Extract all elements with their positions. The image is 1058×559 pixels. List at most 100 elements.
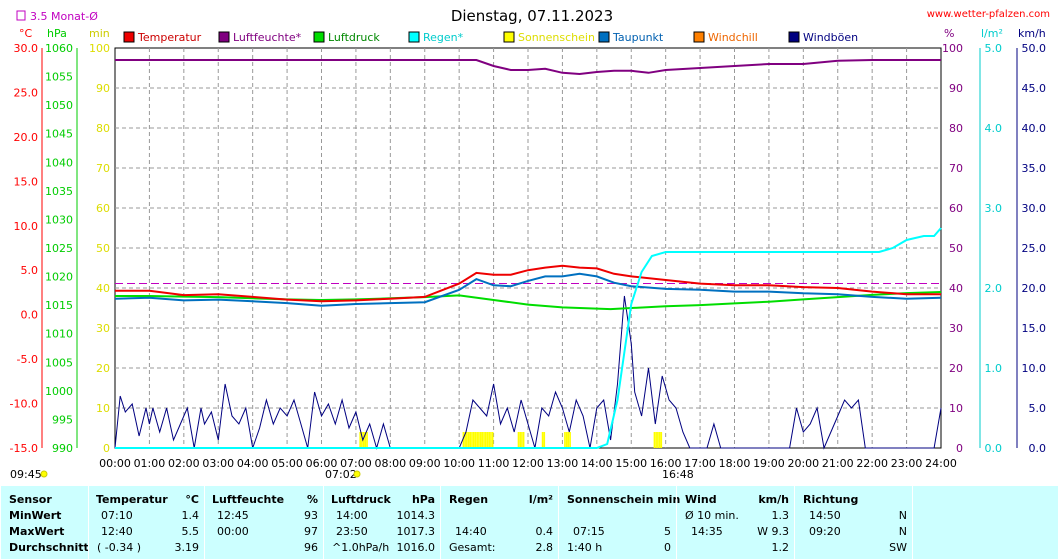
temp-tick: 5.0 bbox=[21, 264, 39, 277]
wind-header: Wind bbox=[685, 493, 717, 506]
sunshine-bar bbox=[491, 432, 494, 448]
press-header: Luftdruck bbox=[331, 493, 391, 506]
label-min: MinWert bbox=[9, 509, 62, 522]
legend-swatch bbox=[123, 31, 135, 43]
temp-tick: -15.0 bbox=[10, 442, 38, 455]
legend-label: Regen* bbox=[423, 31, 464, 44]
legend-label: Luftfeuchte* bbox=[233, 31, 302, 44]
rain-total-label: Gesamt: bbox=[449, 541, 496, 554]
min-tick: 40 bbox=[96, 282, 110, 295]
pct-tick: 90 bbox=[949, 82, 963, 95]
sunshine-bar bbox=[471, 432, 473, 448]
sunrise-label: 07:02 bbox=[325, 468, 357, 481]
pct-tick: 100 bbox=[942, 42, 963, 55]
sunshine-bar bbox=[543, 432, 546, 448]
x-tick-label: 04:00 bbox=[237, 457, 269, 470]
dir-max-time: 09:20 bbox=[809, 525, 841, 538]
wind-tick: 25.0 bbox=[1022, 242, 1047, 255]
x-tick-label: 14:00 bbox=[581, 457, 613, 470]
chart-title: Dienstag, 07.11.2023 bbox=[451, 7, 613, 25]
series-line bbox=[115, 264, 941, 303]
sunshine-bar bbox=[474, 432, 477, 448]
pct-tick: 10 bbox=[949, 402, 963, 415]
sunshine-bar bbox=[541, 432, 544, 448]
temp-tick: 20.0 bbox=[14, 131, 39, 144]
sun-header: Sonnenschein min bbox=[567, 493, 681, 506]
x-tick-label: 17:00 bbox=[684, 457, 716, 470]
dir-avg-val: SW bbox=[889, 541, 907, 554]
dir-min-val: N bbox=[898, 509, 907, 522]
rain-max-time: 14:40 bbox=[455, 525, 487, 538]
press-tick: 990 bbox=[52, 442, 73, 455]
stats-table: Sensor MinWert MaxWert Durchschnitt Temp… bbox=[0, 486, 1058, 559]
rain-total-val: 2.8 bbox=[535, 541, 554, 554]
col-direction: Richtung 14:50 N 09:20 N SW bbox=[794, 486, 913, 559]
pct-tick: 80 bbox=[949, 122, 963, 135]
sunshine-bar bbox=[366, 432, 368, 448]
sunshine-bar bbox=[486, 432, 489, 448]
sunshine-bar bbox=[522, 432, 525, 448]
sunshine-bar bbox=[655, 432, 657, 448]
temp-tick: 15.0 bbox=[14, 175, 39, 188]
sunshine-bar bbox=[565, 432, 568, 448]
legend-swatch bbox=[598, 31, 610, 43]
x-tick-label: 01:00 bbox=[134, 457, 166, 470]
temp-max-time: 12:40 bbox=[101, 525, 133, 538]
pct-unit: % bbox=[944, 27, 954, 40]
wind-max-time: 14:35 bbox=[691, 525, 723, 538]
pct-tick: 60 bbox=[949, 202, 963, 215]
dir-header: Richtung bbox=[803, 493, 859, 506]
col-rain: Regen l/m² 14:40 0.4 Gesamt: 2.8 bbox=[440, 486, 559, 559]
wind-unit: km/h bbox=[1018, 27, 1046, 40]
sunshine-bar bbox=[519, 432, 521, 448]
min-tick: 70 bbox=[96, 162, 110, 175]
wind-avg-val: 1.2 bbox=[771, 541, 790, 554]
temp-min-val: 1.4 bbox=[181, 509, 200, 522]
site-label: www.wetter-pfalzen.com bbox=[927, 9, 1050, 20]
col-temperature: Temperatur °C 07:10 1.4 12:40 5.5 ( -0.3… bbox=[88, 486, 205, 559]
sun-marker-left bbox=[40, 470, 48, 478]
legend-swatch bbox=[408, 31, 420, 43]
sunshine-bar bbox=[564, 432, 566, 448]
wind-avg-label: Ø 10 min. bbox=[685, 509, 739, 522]
temp-tick: -5.0 bbox=[17, 353, 38, 366]
temp-avg-extra: ( -0.34 ) bbox=[97, 541, 142, 554]
pct-tick: 20 bbox=[949, 362, 963, 375]
x-tick-label: 20:00 bbox=[787, 457, 819, 470]
pct-tick: 30 bbox=[949, 322, 963, 335]
sunshine-bar bbox=[521, 432, 523, 448]
x-tick-label: 15:00 bbox=[615, 457, 647, 470]
series-line bbox=[115, 291, 942, 311]
left-time-label: 09:45 bbox=[10, 468, 42, 481]
temp-tick: 0.0 bbox=[21, 309, 39, 322]
x-tick-label: 08:00 bbox=[374, 457, 406, 470]
temp-header: Temperatur bbox=[96, 493, 168, 506]
legend-label: Temperatur bbox=[137, 31, 202, 44]
sunset-label: 16:48 bbox=[662, 468, 694, 481]
hum-unit-header: % bbox=[306, 493, 318, 506]
sunshine-bar bbox=[660, 432, 663, 448]
temp-tick: 10.0 bbox=[14, 220, 39, 233]
hum-min-time: 12:45 bbox=[217, 509, 249, 522]
wind-unit-header: km/h bbox=[758, 493, 789, 506]
temp-tick: 25.0 bbox=[14, 86, 39, 99]
label-max: MaxWert bbox=[9, 525, 65, 538]
min-tick: 20 bbox=[96, 362, 110, 375]
dir-max-val: N bbox=[898, 525, 907, 538]
wind-tick: 40.0 bbox=[1022, 122, 1047, 135]
legend-swatch bbox=[503, 31, 515, 43]
x-tick-label: 12:00 bbox=[512, 457, 544, 470]
sunshine-bar bbox=[658, 432, 661, 448]
legend-label: Sonnenschein bbox=[518, 31, 595, 44]
legend: Temperatur Luftfeuchte* Luftdruck Regen* Son… bbox=[123, 31, 858, 44]
col-labels: Sensor MinWert MaxWert Durchschnitt bbox=[0, 486, 89, 559]
press-tick: 1000 bbox=[45, 385, 73, 398]
min-tick: 10 bbox=[96, 402, 110, 415]
sun-max-val: 5 bbox=[664, 525, 671, 538]
col-empty bbox=[912, 486, 1058, 559]
legend-swatch bbox=[313, 31, 325, 43]
rain-header: Regen bbox=[449, 493, 489, 506]
min-tick: 30 bbox=[96, 322, 110, 335]
x-tick-label: 07:00 bbox=[340, 457, 372, 470]
press-tick: 1045 bbox=[45, 128, 73, 141]
